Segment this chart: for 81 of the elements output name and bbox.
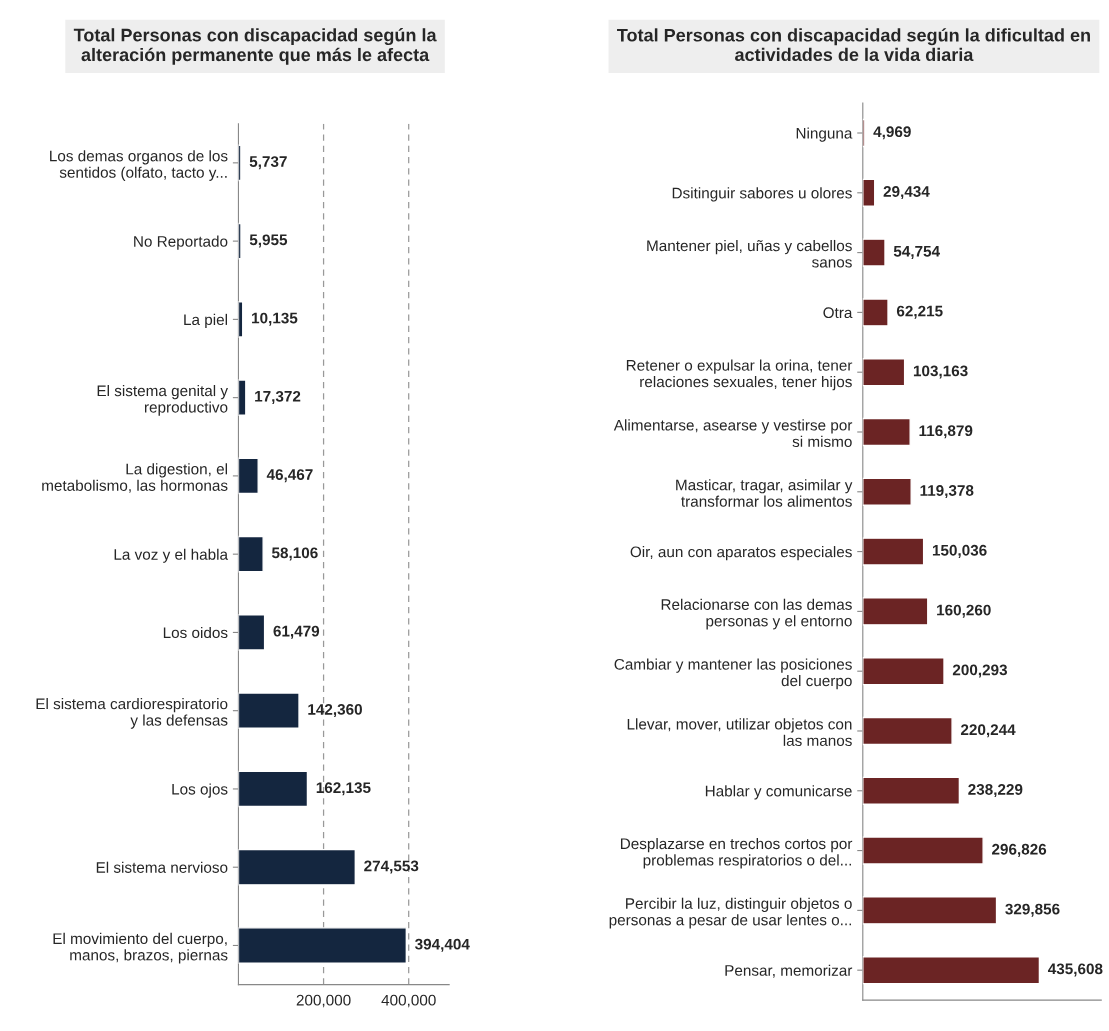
- bar: [862, 776, 961, 805]
- y-tick-label: Ninguna: [796, 127, 853, 142]
- y-tick-label: Los oidos: [163, 626, 228, 639]
- data-label: 5,737: [249, 156, 287, 170]
- bar: [862, 956, 1041, 985]
- bar: [862, 417, 911, 447]
- data-label: 150,036: [932, 544, 987, 558]
- bar: [238, 379, 247, 416]
- y-tick-label: La piel: [184, 313, 227, 329]
- chart-title: Total Personas con discapacidad según la dificultad en actividades de la vida diaria: [617, 28, 1090, 62]
- data-label: 200,293: [952, 664, 1008, 678]
- data-label: 329,856: [1005, 903, 1060, 917]
- bar: [862, 477, 912, 506]
- y-tick-label: La digestion, el metabolismo, las hormonas: [42, 463, 228, 493]
- y-tick-label: Llevar, mover, utilizar objetos con las manos: [627, 718, 852, 746]
- y-tick-label: Dsitinguir sabores u olores: [672, 187, 852, 202]
- data-label: 5,955: [249, 234, 288, 248]
- x-tick-label: 400,000: [381, 994, 436, 1008]
- y-tick-label: Los ojos: [172, 783, 228, 798]
- bar: [862, 716, 953, 746]
- data-label: 103,163: [913, 365, 968, 379]
- bar: [238, 144, 242, 182]
- y-tick-label: Masticar, tragar, asimilar y transformar los alimentos: [676, 479, 853, 507]
- data-label: 142,360: [308, 703, 362, 717]
- y-tick-label: Cambiar y mantener las posiciones del cuerpo: [614, 658, 852, 690]
- data-label: 54,754: [893, 246, 940, 259]
- data-label: 116,879: [919, 425, 973, 439]
- data-label: 119,378: [920, 485, 974, 499]
- bar: [862, 298, 889, 327]
- data-label: 17,372: [255, 390, 301, 404]
- data-label: 394,404: [415, 938, 470, 952]
- y-tick-label: El movimiento del cuerpo, manos, brazos, piernas: [53, 932, 228, 964]
- y-tick-label: Pensar, memorizar: [725, 964, 853, 978]
- data-label: 435,608: [1047, 963, 1103, 977]
- y-tick-label: No Reportado: [134, 235, 228, 250]
- y-tick-label: Relacionarse con las demas personas y el entorno: [661, 598, 852, 630]
- data-label: 4,969: [873, 126, 911, 140]
- data-label: 29,434: [883, 186, 930, 200]
- data-label: 61,479: [273, 625, 320, 639]
- y-tick-label: Alimentarse, asearse y vestirse por si mismo: [613, 419, 853, 448]
- y-tick-label: El sistema nervioso: [96, 861, 228, 873]
- bar: [238, 770, 309, 808]
- y-tick-label: Los demas organos de los sentidos (olfato, tacto y...: [50, 150, 228, 181]
- data-label: 162,135: [316, 782, 371, 796]
- bar: [862, 657, 945, 686]
- bar: [862, 358, 906, 387]
- bar: [862, 836, 984, 865]
- bar: [238, 692, 300, 729]
- data-label: 296,826: [992, 843, 1047, 857]
- bar: [238, 457, 259, 495]
- y-tick-label: Percibir la luz, distinguir objetos o personas a pesar de usar lentes o...: [609, 897, 852, 929]
- y-tick-label: Retener o expulsar la orina, tener relaciones sexuales, tener hijos: [626, 359, 853, 391]
- bar: [862, 896, 998, 925]
- y-tick-label: La voz y el habla: [114, 548, 229, 563]
- y-tick-label: El sistema cardiorespiratorio y las defensas: [36, 698, 228, 729]
- data-label: 58,106: [271, 547, 318, 561]
- data-label: 160,260: [937, 604, 991, 618]
- bar: [862, 238, 886, 267]
- y-tick-label: El sistema genital y reproductivo: [97, 384, 228, 416]
- bar: [238, 848, 357, 886]
- bar: [862, 178, 876, 207]
- y-tick-label: Desplazarse en trechos cortos por problemas respiratorios o del...: [620, 837, 853, 869]
- data-label: 238,229: [968, 784, 1023, 798]
- data-label: 10,135: [252, 312, 298, 326]
- data-label: 46,467: [266, 469, 313, 483]
- y-tick-label: Hablar y comunicarse: [705, 785, 852, 800]
- bar: [862, 537, 925, 566]
- y-tick-label: Oir, aun con aparatos especiales: [630, 546, 852, 561]
- data-label: 274,553: [364, 860, 419, 874]
- chart-title: Total Personas con discapacidad según la alteración permanente que más le afecta: [73, 28, 437, 65]
- bar: [238, 927, 408, 964]
- bar: [862, 597, 929, 626]
- y-tick-label: Otra: [823, 307, 853, 319]
- bar: [238, 614, 266, 651]
- x-tick-label: 200,000: [296, 994, 351, 1008]
- bar: [238, 535, 264, 573]
- bar: [862, 118, 866, 148]
- data-label: 220,244: [960, 724, 1016, 738]
- bar: [238, 222, 242, 260]
- y-tick-label: Mantener piel, uñas y cabellos sanos: [647, 239, 852, 268]
- data-label: 62,215: [896, 305, 943, 319]
